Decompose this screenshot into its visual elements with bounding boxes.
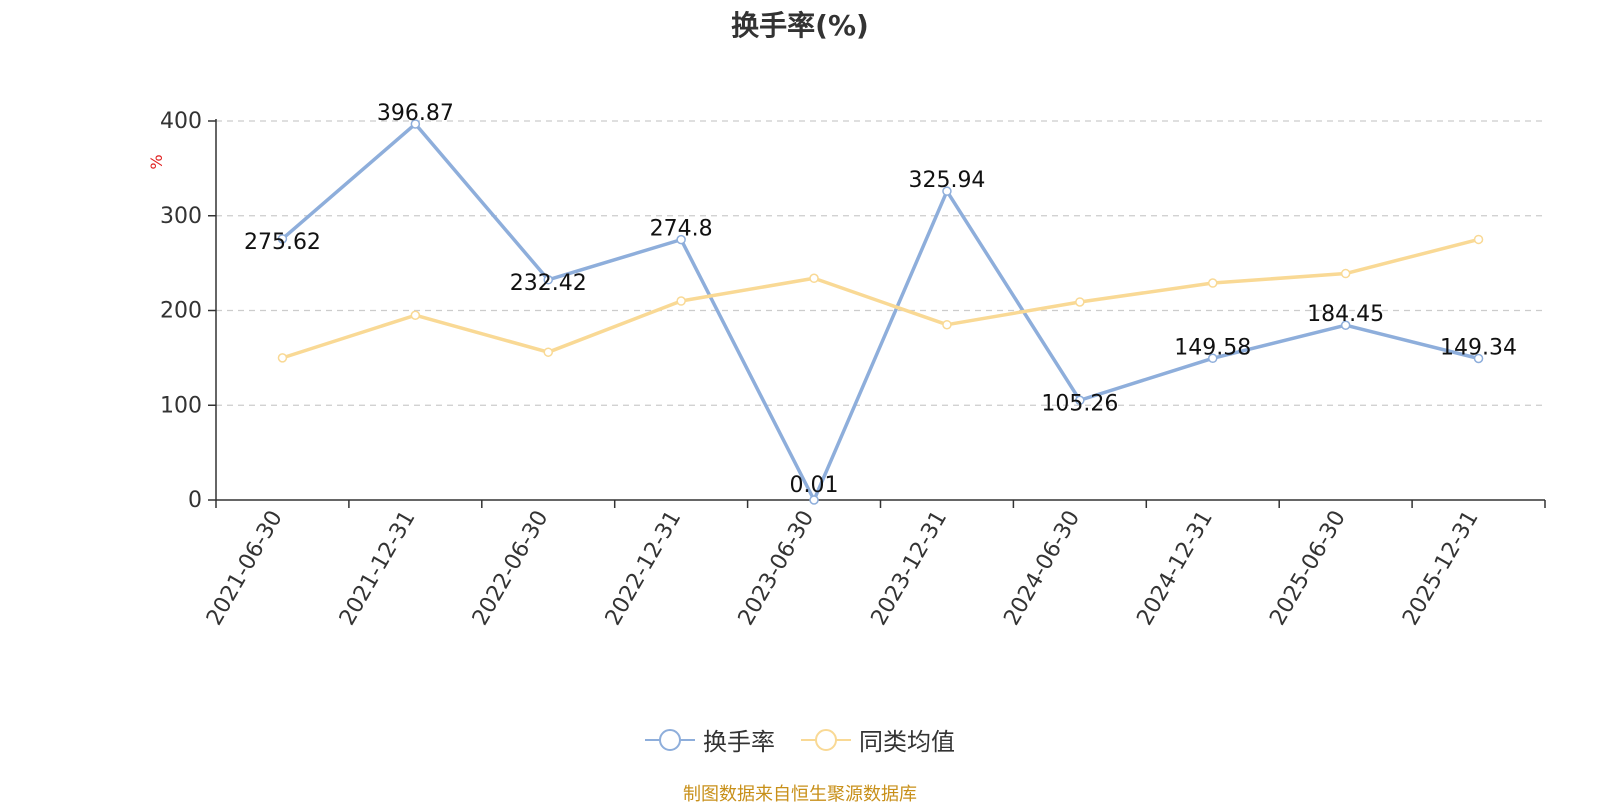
data-label: 232.42 <box>510 271 587 296</box>
x-tick-label: 2023-06-30 <box>734 507 820 630</box>
line-chart: 0 100 200 300 400% 2021-06-30 2021-12-31 2022-0… <box>147 101 1546 630</box>
legend-line-circle-icon <box>801 728 851 751</box>
data-point <box>809 495 819 505</box>
x-tick-label: 2025-12-31 <box>1398 507 1484 630</box>
data-label: 275.62 <box>244 230 321 255</box>
data-label: 396.87 <box>377 101 454 126</box>
axes: 0 100 200 300 400% 2021-06-30 2021-12-31 2022-0… <box>147 109 1546 630</box>
source-note: 制图数据来自恒生聚源数据库 <box>683 784 917 805</box>
grid-lines <box>216 120 1545 406</box>
legend-line-circle-icon <box>645 728 695 751</box>
x-tick-label: 2021-06-30 <box>202 507 288 630</box>
x-tick-label: 2022-12-31 <box>601 507 687 630</box>
data-label: 149.58 <box>1174 335 1251 360</box>
data-point <box>676 296 686 306</box>
data-point <box>809 273 819 284</box>
x-tick-label: 2023-12-31 <box>867 506 953 629</box>
data-point <box>942 186 952 196</box>
data-point <box>410 310 421 320</box>
x-tick-label: 2022-06-30 <box>468 507 554 630</box>
data-point <box>1208 353 1218 364</box>
legend-label-turnover: 换手率 <box>703 728 775 756</box>
data-point <box>1473 353 1484 364</box>
series-line-1 <box>281 237 1479 360</box>
data-label: 325.94 <box>908 168 985 193</box>
legend: 换手率 同类均值 <box>0 722 1600 757</box>
y-tick-label: 100 <box>160 393 202 418</box>
x-tick-label: 2024-12-31 <box>1132 507 1218 630</box>
data-point <box>410 119 421 129</box>
data-point <box>543 275 553 285</box>
data-point <box>1075 395 1085 406</box>
x-tick-label: 2024-06-30 <box>999 507 1085 630</box>
data-point <box>277 353 288 363</box>
data-label: 149.34 <box>1440 336 1517 361</box>
data-point <box>277 234 288 244</box>
legend-item-turnover[interactable]: 换手率 <box>645 722 775 757</box>
data-point <box>942 319 952 330</box>
legend-item-peer-average[interactable]: 同类均值 <box>801 722 955 757</box>
data-point <box>1340 268 1351 279</box>
data-label: 0.01 <box>790 473 839 498</box>
data-label: 105.26 <box>1041 391 1118 416</box>
y-tick-label: 400 <box>160 109 202 134</box>
data-point <box>676 234 686 245</box>
y-tick-label: 0 <box>188 488 202 513</box>
x-tick-label: 2025-06-30 <box>1265 507 1351 630</box>
chart-title: 换手率(%) <box>731 9 869 42</box>
legend-label-peer-average: 同类均值 <box>859 728 955 756</box>
x-tick-label: 2021-12-31 <box>335 506 421 629</box>
data-point <box>1473 234 1484 245</box>
data-point <box>1208 278 1218 288</box>
series-line-0 <box>281 122 1479 502</box>
y-tick-label: 200 <box>160 299 202 324</box>
data-point <box>543 347 553 357</box>
y-tick-label: 300 <box>160 204 202 229</box>
data-label: 274.8 <box>650 217 713 242</box>
data-label: 184.45 <box>1307 302 1384 327</box>
data-point <box>1075 297 1085 307</box>
series <box>277 119 1484 505</box>
data-labels: 275.62 396.87 232.42 274.8 0.01 325.94 105.26 1… <box>244 101 1517 498</box>
data-point <box>1340 320 1351 330</box>
y-axis-unit-label: % <box>147 154 166 169</box>
